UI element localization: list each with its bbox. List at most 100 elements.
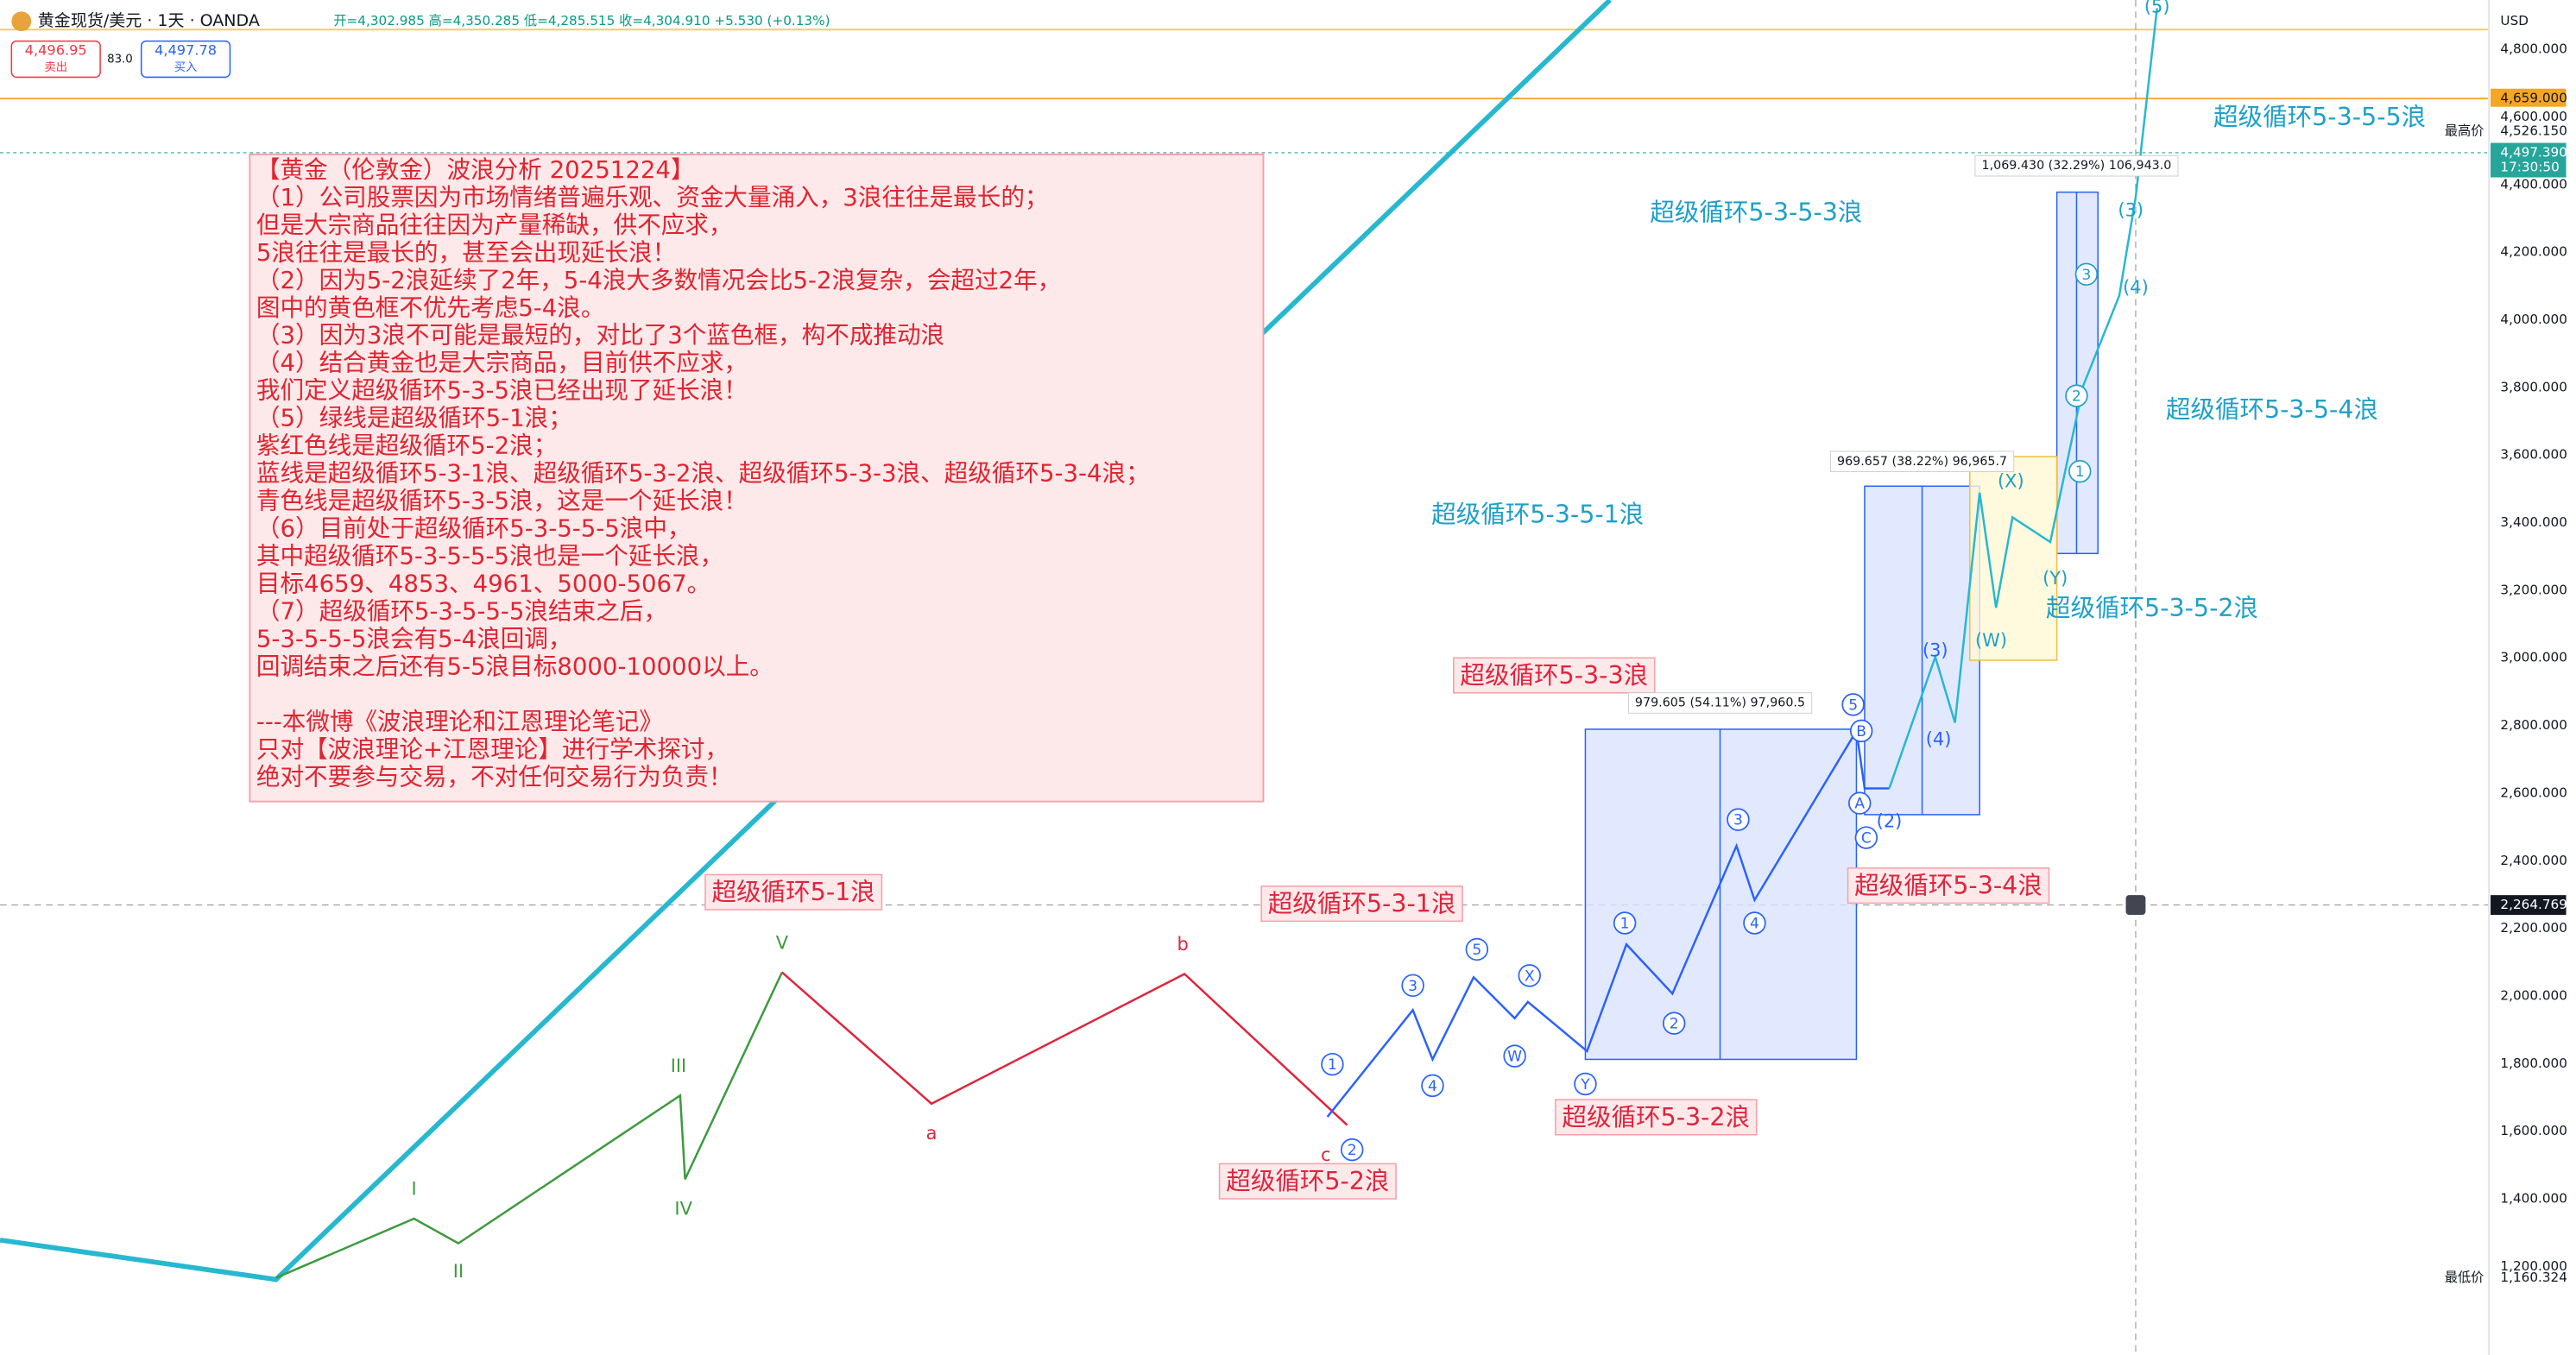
wave-label: 2 xyxy=(1348,1142,1357,1159)
analysis-box xyxy=(249,153,1265,803)
low-label: 最低价 xyxy=(2445,1270,2484,1285)
wave-label: (X) xyxy=(1998,471,2024,492)
wave-label: (4) xyxy=(1926,728,1952,749)
analysis-line: （6）目前处于超级循环5-3-5-5-5浪中， xyxy=(256,514,691,543)
last-price: 4,497.390 xyxy=(2500,144,2567,160)
analysis-line: （5）绿线是超级循环5-1浪； xyxy=(256,404,572,432)
wave-label: 3 xyxy=(1408,978,1417,995)
wave-label-circle xyxy=(1465,937,1489,961)
wave-label: b xyxy=(1178,934,1189,955)
blue-wave xyxy=(1326,728,1890,1118)
price-label: 4,600.000 xyxy=(2500,109,2567,124)
analysis-line: 5-3-5-5-5浪会有5-4浪回调， xyxy=(256,624,572,652)
price-label: 3,600.000 xyxy=(2500,447,2567,463)
analysis-line: 【黄金（伦敦金）波浪分析 20251224】 xyxy=(256,155,695,184)
symbol-icon xyxy=(11,11,32,32)
wave-label: 1 xyxy=(1620,915,1630,932)
wave-label: (Y) xyxy=(2042,568,2068,589)
analysis-line: （4）结合黄金也是大宗商品，目前供不应求， xyxy=(256,349,748,377)
price-axis-bg xyxy=(2489,0,2576,1355)
wave-name: 超级循环5-3-5-3浪 xyxy=(1650,198,1862,226)
analysis-line: 紫红色线是超级循环5-2浪； xyxy=(256,432,557,460)
wave-label-circle xyxy=(1854,826,1878,849)
wave-name: 超级循环5-3-4浪 xyxy=(1854,872,2042,900)
wave-label: X xyxy=(1525,967,1535,985)
analysis-line: 回调结束之后还有5-5浪目标8000-10000以上。 xyxy=(256,652,773,680)
measure-label: 979.605 (54.11%) 97,960.5 xyxy=(1635,696,1805,709)
target-tag xyxy=(2491,88,2567,107)
wave-label: (3) xyxy=(1923,640,1948,661)
measure-label: 1,069.430 (32.29%) 106,943.0 xyxy=(1982,159,2172,173)
footer-line: 绝对不要参与交易，不对任何交易行为负责！ xyxy=(256,762,733,791)
high-price: 4,526.150 xyxy=(2500,123,2567,139)
wave-label: IV xyxy=(674,1199,692,1220)
wave-name: 超级循环5-3-5-2浪 xyxy=(2046,594,2258,622)
wave-label-circle xyxy=(1662,1012,1686,1035)
measure-label-bg xyxy=(1627,692,1813,714)
measure-label-bg xyxy=(1974,154,2179,177)
price-label: 2,000.000 xyxy=(2500,987,2567,1003)
wave-label-circle xyxy=(1848,791,1872,815)
wave-name-box xyxy=(1555,1099,1758,1136)
wave-name: 超级循环5-3-5-5浪 xyxy=(2213,103,2426,131)
wave-name: 超级循环5-3-2浪 xyxy=(1562,1103,1750,1131)
sell-label: 卖出 xyxy=(44,60,67,74)
sell-button[interactable] xyxy=(10,40,101,79)
wave-label: 3 xyxy=(2081,267,2091,284)
wave-label-circle xyxy=(1321,1052,1344,1076)
wave-name: 超级循环5-3-5-1浪 xyxy=(1431,501,1644,529)
green-wave xyxy=(275,972,783,1279)
price-label: 4,000.000 xyxy=(2500,312,2567,327)
wave-name-box xyxy=(1453,657,1656,694)
price-label: 2,600.000 xyxy=(2500,785,2567,800)
wave-name: 超级循环5-3-3浪 xyxy=(1460,661,1648,690)
price-label: 4,200.000 xyxy=(2500,244,2567,260)
header: 黄金现货/美元 · 1天 · OANDA 开=4,302.985 高=4,350… xyxy=(10,11,830,79)
measure-label-bg xyxy=(1829,451,2015,473)
countdown: 17:30:50 xyxy=(2500,160,2559,175)
wave-label-circle xyxy=(1503,1044,1526,1068)
wave-name: 超级循环5-3-5-4浪 xyxy=(2166,395,2378,424)
price-label: 1,200.000 xyxy=(2500,1258,2567,1274)
wave-name: 超级循环5-2浪 xyxy=(1226,1167,1389,1195)
analysis-line: 5浪往往是最长的，甚至会出现延长浪！ xyxy=(256,238,676,267)
target-price: 4,659.000 xyxy=(2500,91,2567,106)
wave-label: C xyxy=(1861,829,1872,847)
measure-box xyxy=(2055,191,2099,555)
wave-label: (W) xyxy=(1975,630,2007,651)
wave-name-box xyxy=(1260,885,1463,923)
wave-name-box xyxy=(1218,1163,1397,1200)
wave-label-circle xyxy=(1574,1072,1597,1096)
wave-label: A xyxy=(1854,796,1865,813)
wave-label: 1 xyxy=(2075,463,2085,481)
wave-label-circle xyxy=(2065,384,2088,407)
buy-button[interactable] xyxy=(140,40,231,79)
footer-line: ---本微博《波浪理论和江恩理论笔记》 xyxy=(256,707,663,735)
wave-name: 超级循环5-3-1浪 xyxy=(1268,890,1456,918)
wave-label: III xyxy=(671,1056,687,1076)
crosshair-tag xyxy=(2491,895,2567,915)
yellow-box xyxy=(1968,456,2058,661)
wave-label: II xyxy=(453,1261,464,1282)
price-label: 2,800.000 xyxy=(2500,717,2567,733)
ohlc: 开=4,302.985 高=4,350.285 低=4,285.515 收=4,… xyxy=(333,13,830,28)
footer-line: 只对【波浪理论+江恩理论】进行学术探讨， xyxy=(256,734,729,763)
wave-label-circle xyxy=(1421,1074,1444,1098)
analysis-line: （1）公司股票因为市场情绪普遍乐观、资金大量涌入，3浪往往是最长的； xyxy=(256,183,1049,211)
wave-label-circle xyxy=(1518,964,1541,987)
last-tag xyxy=(2491,142,2567,178)
analysis-line: 青色线是超级循环5-3-5浪，这是一个延长浪！ xyxy=(256,487,748,515)
price-label: 4,800.000 xyxy=(2500,41,2567,57)
crosshair-plus[interactable] xyxy=(2125,895,2146,915)
wave-label: 5 xyxy=(1848,696,1858,714)
wave-label: I xyxy=(412,1179,417,1200)
wave-label: c xyxy=(1321,1144,1331,1165)
analysis-line: 我们定义超级循环5-3-5浪已经出现了延长浪！ xyxy=(256,376,748,405)
wave-label-circle xyxy=(1841,693,1865,716)
wave-label: B xyxy=(1856,723,1866,741)
sell-price: 4,496.95 xyxy=(25,41,87,58)
analysis-line: （3）因为3浪不可能是最短的，对比了3个蓝色框，构不成推动浪 xyxy=(256,321,944,350)
wave-name: 超级循环5-1浪 xyxy=(712,878,875,906)
analysis-line: 但是大宗商品往往因为产量稀缺，供不应求， xyxy=(256,211,733,239)
